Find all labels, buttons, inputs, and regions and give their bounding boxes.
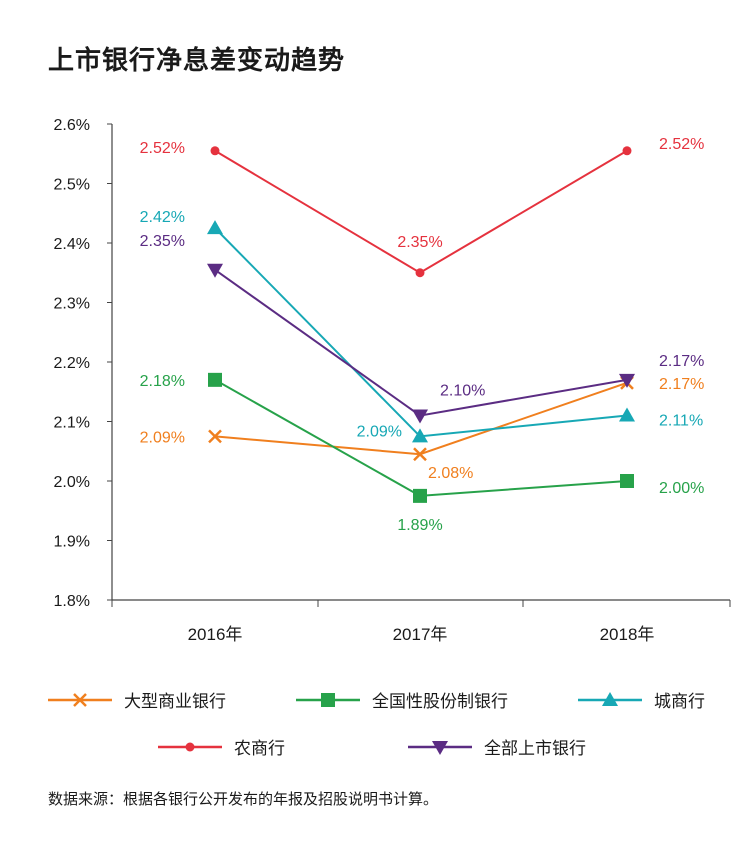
y-tick-label: 2.6% <box>54 117 90 134</box>
data-label: 2.17% <box>659 376 704 393</box>
legend-label: 农商行 <box>234 739 285 759</box>
x-tick-label: 2018年 <box>600 625 655 644</box>
data-point <box>622 146 632 156</box>
y-tick-label: 2.4% <box>54 236 90 253</box>
legend-label: 城商行 <box>654 692 705 712</box>
data-label: 2.18% <box>140 373 185 390</box>
data-point <box>208 429 222 444</box>
legend-item-large-banks[interactable]: 大型商业银行 <box>48 687 226 712</box>
data-point <box>207 220 223 235</box>
x-tick-label: 2016年 <box>188 625 243 644</box>
legend-swatch <box>158 737 222 757</box>
legend-item-rural-banks[interactable]: 农商行 <box>158 734 285 759</box>
data-point <box>210 146 220 156</box>
y-tick-label: 2.0% <box>54 474 90 491</box>
data-point <box>620 474 634 488</box>
legend-marker <box>185 742 195 751</box>
legend-label: 全部上市银行 <box>484 739 586 759</box>
legend-item-city-banks[interactable]: 城商行 <box>578 687 705 712</box>
legend-marker <box>602 691 618 706</box>
legend-swatch <box>296 690 360 710</box>
y-tick-label: 2.3% <box>54 296 90 313</box>
series-2: 2.42% 2.09% 2.11% <box>140 209 703 443</box>
legend-item-all-listed-banks[interactable]: 全部上市银行 <box>408 734 586 759</box>
data-point <box>413 447 427 462</box>
data-point <box>412 409 428 424</box>
data-point <box>413 488 427 503</box>
legend-label: 大型商业银行 <box>124 692 226 712</box>
data-label: 2.35% <box>397 234 442 251</box>
legend-marker <box>321 692 335 707</box>
series-4: 2.35% 2.10% 2.17% <box>140 233 704 424</box>
data-label: 2.09% <box>140 429 185 446</box>
data-point <box>208 372 222 387</box>
legend-item-joint-stock-banks[interactable]: 全国性股份制银行 <box>296 687 508 712</box>
data-label: 2.35% <box>140 233 185 250</box>
data-point <box>415 268 425 278</box>
data-label: 2.11% <box>659 413 703 430</box>
data-label: 2.52% <box>140 140 185 157</box>
data-point <box>207 263 223 278</box>
y-tick-label: 2.2% <box>54 355 90 372</box>
data-label: 2.10% <box>440 383 485 400</box>
legend-swatch <box>578 690 642 710</box>
data-label: 2.17% <box>659 353 704 370</box>
legend-marker <box>73 692 87 707</box>
series-line <box>214 149 628 274</box>
x-tick-label: 2017年 <box>393 625 448 644</box>
series-3: 2.52% 2.35% 2.52% <box>140 136 704 278</box>
data-label: 2.09% <box>357 423 402 440</box>
series-1: 2.18% 1.89% 2.00% <box>140 372 704 534</box>
legend-marker <box>432 740 448 755</box>
data-label: 2.08% <box>428 465 473 482</box>
data-point <box>412 428 428 443</box>
series-0: 2.09% 2.08% 2.17% <box>140 376 705 482</box>
data-label: 2.42% <box>140 209 185 226</box>
legend-label: 全国性股份制银行 <box>372 692 508 712</box>
chart-title: 上市银行净息差变动趋势 <box>48 46 346 76</box>
data-label: 2.00% <box>659 480 704 497</box>
data-label: 1.89% <box>397 517 442 534</box>
data-label: 2.52% <box>659 136 704 153</box>
legend-swatch <box>48 690 112 710</box>
y-tick-label: 1.9% <box>54 534 90 551</box>
y-tick-label: 2.1% <box>54 415 90 432</box>
legend-swatch <box>408 737 472 757</box>
y-tick-label: 1.8% <box>54 593 90 610</box>
data-point <box>619 373 635 388</box>
data-point <box>619 407 635 422</box>
source-note: 数据来源：根据各银行公开发布的年报及招股说明书计算。 <box>48 790 439 808</box>
y-tick-label: 2.5% <box>54 177 90 194</box>
